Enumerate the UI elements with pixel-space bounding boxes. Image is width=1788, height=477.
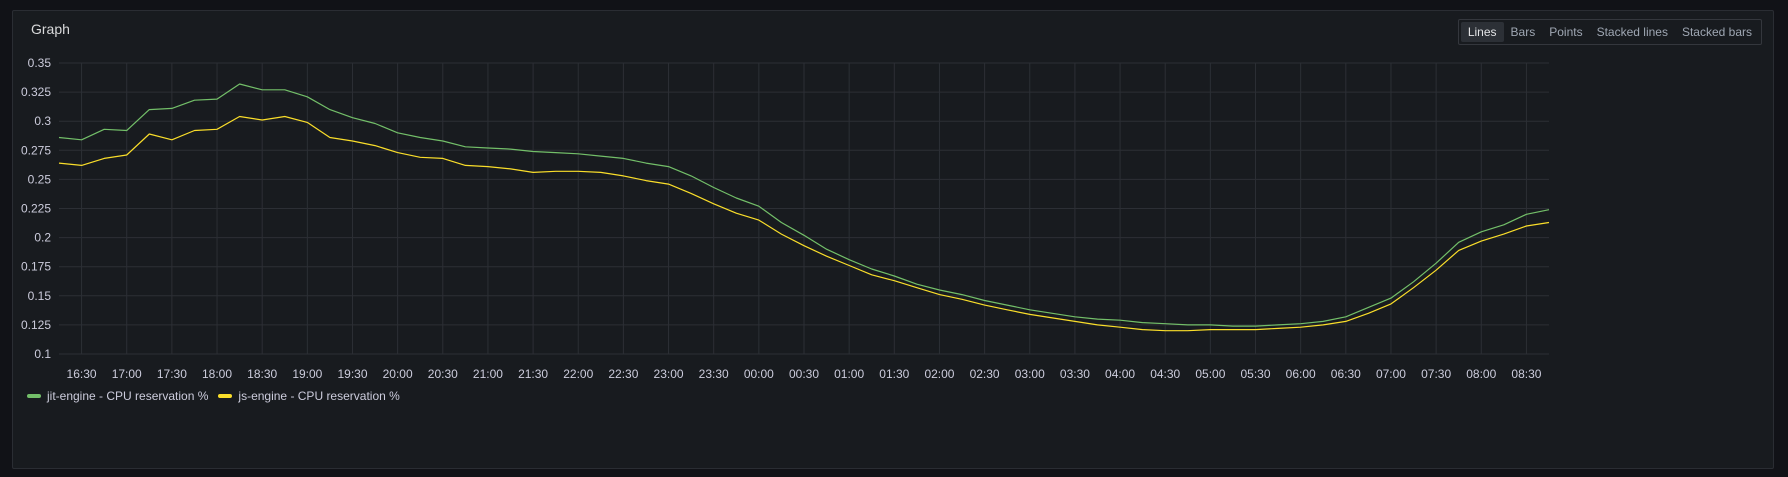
x-tick-label: 08:30 (1511, 367, 1541, 381)
y-tick-label: 0.225 (21, 202, 51, 216)
x-tick-label: 07:30 (1421, 367, 1451, 381)
x-tick-label: 20:30 (428, 367, 458, 381)
x-tick-label: 02:00 (924, 367, 954, 381)
x-tick-label: 06:00 (1286, 367, 1316, 381)
x-tick-label: 00:00 (744, 367, 774, 381)
x-tick-label: 05:30 (1240, 367, 1270, 381)
x-tick-label: 03:00 (1015, 367, 1045, 381)
x-tick-label: 18:00 (202, 367, 232, 381)
x-tick-label: 08:00 (1466, 367, 1496, 381)
y-tick-label: 0.125 (21, 318, 51, 332)
graph-panel: Graph Lines Bars Points Stacked lines St… (12, 10, 1774, 469)
x-tick-label: 01:30 (879, 367, 909, 381)
x-tick-label: 05:00 (1195, 367, 1225, 381)
view-mode-lines[interactable]: Lines (1460, 22, 1504, 42)
x-tick-label: 01:00 (834, 367, 864, 381)
x-tick-label: 16:30 (67, 367, 97, 381)
view-mode-toggle: Lines Bars Points Stacked lines Stacked … (1457, 19, 1762, 45)
y-tick-label: 0.3 (34, 114, 51, 128)
view-mode-stacked-bars[interactable]: Stacked bars (1681, 25, 1752, 39)
y-tick-label: 0.1 (34, 347, 51, 361)
x-tick-label: 18:30 (247, 367, 277, 381)
x-tick-label: 07:00 (1376, 367, 1406, 381)
x-tick-label: 23:30 (699, 367, 729, 381)
y-tick-label: 0.2 (34, 231, 51, 245)
series-line-jit-engine (58, 83, 1550, 327)
x-tick-label: 04:00 (1105, 367, 1135, 381)
y-tick-label: 0.175 (21, 260, 51, 274)
legend: jit-engine - CPU reservation % js-engine… (27, 389, 400, 403)
series-line-js-engine (58, 115, 1550, 332)
y-tick-label: 0.275 (21, 143, 51, 157)
x-tick-label: 06:30 (1331, 367, 1361, 381)
view-mode-points[interactable]: Points (1549, 25, 1583, 39)
y-tick-label: 0.35 (28, 56, 52, 70)
legend-swatch-js-engine (218, 394, 233, 398)
x-tick-label: 20:00 (383, 367, 413, 381)
y-tick-label: 0.325 (21, 85, 51, 99)
x-tick-label: 22:00 (563, 367, 593, 381)
view-mode-bars[interactable]: Bars (1510, 25, 1536, 39)
legend-label-js-engine: js-engine - CPU reservation % (238, 389, 400, 403)
legend-item-jit-engine[interactable]: jit-engine - CPU reservation % (27, 389, 208, 403)
legend-swatch-jit-engine (27, 394, 41, 398)
y-tick-label: 0.25 (28, 172, 52, 186)
x-tick-label: 17:00 (112, 367, 142, 381)
x-tick-label: 04:30 (1150, 367, 1180, 381)
legend-item-js-engine[interactable]: js-engine - CPU reservation % (218, 389, 400, 403)
line-chart[interactable]: 0.35 0.325 0.3 0.275 0.25 0.225 0.2 0.175 0.15 0.… (13, 11, 1775, 470)
x-tick-label: 21:30 (518, 367, 548, 381)
view-mode-stacked-lines[interactable]: Stacked lines (1596, 25, 1668, 39)
x-tick-label: 00:30 (789, 367, 819, 381)
x-tick-label: 19:00 (292, 367, 322, 381)
x-tick-label: 17:30 (157, 367, 187, 381)
panel-title: Graph (31, 21, 70, 37)
legend-label-jit-engine: jit-engine - CPU reservation % (47, 389, 209, 403)
x-tick-label: 23:00 (654, 367, 684, 381)
x-tick-label: 03:30 (1060, 367, 1090, 381)
x-tick-label: 02:30 (970, 367, 1000, 381)
y-tick-label: 0.15 (28, 289, 52, 303)
x-tick-label: 19:30 (337, 367, 367, 381)
x-tick-label: 21:00 (473, 367, 503, 381)
x-tick-label: 22:30 (608, 367, 638, 381)
